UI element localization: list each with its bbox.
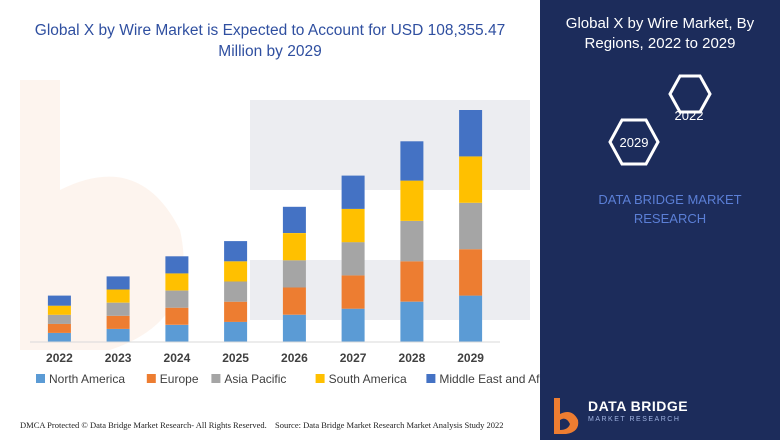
company-name: DATA BRIDGE MARKET RESEARCH [580, 190, 760, 228]
bar-segment-2029-2 [459, 202, 483, 250]
bar-segment-2029-3 [459, 156, 483, 203]
bar-segment-2026-1 [282, 287, 306, 315]
bar-segment-2024-1 [165, 307, 189, 325]
x-tick-label: 2022 [46, 351, 73, 365]
legend-swatch [146, 374, 156, 383]
hexagon-2029-icon [608, 118, 660, 166]
panel-title: Global X by Wire Market, By Regions, 202… [550, 14, 770, 54]
chart-title: Global X by Wire Market is Expected to A… [20, 20, 520, 62]
bar-segment-2026-0 [282, 314, 306, 342]
bar-segment-2028-0 [400, 301, 424, 342]
hex-start-year: 2022 [675, 108, 704, 123]
hex-end-year: 2029 [620, 135, 649, 150]
panel-title-line1: Global X by Wire Market, By [565, 15, 755, 32]
legend-label: Asia Pacific [224, 372, 286, 386]
bar-segment-2029-1 [459, 249, 483, 296]
brand-logo: DATA BRIDGE MARKET RESEARCH [548, 392, 780, 440]
bar-segment-2029-0 [459, 295, 483, 342]
bar-segment-2022-2 [47, 314, 71, 324]
legend-label: South America [329, 372, 407, 386]
copyright-footer: DMCA Protected © Data Bridge Market Rese… [20, 420, 267, 430]
x-tick-label: 2027 [340, 351, 367, 365]
bar-segment-2028-3 [400, 180, 424, 221]
panel-title-line2: Regions, 2022 to 2029 [584, 35, 736, 52]
brand-name: DATA BRIDGE [588, 398, 689, 414]
bar-segment-2026-3 [282, 233, 306, 261]
bar-segment-2028-2 [400, 221, 424, 262]
bar-segment-2023-1 [106, 315, 130, 329]
bar-segment-2024-4 [165, 256, 189, 274]
bar-segment-2028-4 [400, 141, 424, 181]
hexagon-2022-icon [668, 74, 712, 114]
bar-segment-2027-0 [341, 308, 365, 342]
x-tick-label: 2029 [457, 351, 484, 365]
hexagon-badges: 2022 2029 [608, 74, 712, 166]
bar-segment-2025-3 [224, 261, 248, 282]
legend-swatch [426, 374, 436, 383]
bar-segment-2029-4 [459, 110, 483, 157]
legend-label: North America [49, 372, 125, 386]
x-tick-label: 2023 [105, 351, 132, 365]
bar-segment-2023-4 [106, 276, 130, 290]
x-tick-label: 2028 [399, 351, 426, 365]
x-tick-label: 2024 [164, 351, 191, 365]
bar-segment-2027-4 [341, 175, 365, 209]
legend-label: Middle East and Africa [439, 372, 540, 386]
legend-swatch [36, 374, 45, 383]
source-footer: Source: Data Bridge Market Research Mark… [275, 420, 504, 430]
bar-segment-2023-3 [106, 289, 130, 303]
bar-segment-2028-1 [400, 261, 424, 302]
bar-segment-2024-0 [165, 324, 189, 342]
right-panel: Global X by Wire Market, By Regions, 202… [540, 0, 780, 440]
bar-segment-2025-4 [224, 241, 248, 262]
stacked-bar-chart: 2022 2023 2024 2025 2026 2027 2028 2029 North A… [30, 110, 540, 386]
chart-title-line1: Global X by Wire Market is Expected to A… [34, 22, 506, 39]
bar-segment-2023-2 [106, 302, 130, 316]
legend-swatch [211, 374, 221, 383]
bars-group [47, 110, 483, 342]
bar-segment-2022-3 [47, 305, 71, 315]
bar-segment-2024-3 [165, 273, 189, 291]
x-tick-label: 2025 [222, 351, 249, 365]
bar-segment-2023-0 [106, 328, 130, 342]
company-name-line1: DATA BRIDGE MARKET [598, 192, 742, 207]
brand-subtitle: MARKET RESEARCH [588, 416, 681, 423]
bar-segment-2022-1 [47, 323, 71, 333]
bar-segment-2027-3 [341, 208, 365, 243]
bar-segment-2025-0 [224, 321, 248, 342]
company-name-line2: RESEARCH [633, 211, 707, 226]
bar-segment-2022-0 [47, 332, 71, 342]
bar-segment-2022-4 [47, 295, 71, 306]
x-tick-label: 2026 [281, 351, 308, 365]
bar-segment-2025-2 [224, 281, 248, 302]
legend-swatch [315, 374, 325, 383]
legend: North America Europe Asia Pacific South Ame… [36, 372, 540, 386]
brand-mark-icon [554, 398, 579, 434]
bar-segment-2025-1 [224, 301, 248, 322]
legend-label: Europe [160, 372, 199, 386]
x-tick-labels: 2022 2023 2024 2025 2026 2027 2028 2029 [46, 351, 484, 365]
bar-segment-2026-4 [282, 206, 306, 233]
bar-segment-2026-2 [282, 260, 306, 288]
bar-segment-2027-1 [341, 275, 365, 309]
bar-segment-2027-2 [341, 242, 365, 276]
chart-title-line2: Million by 2029 [218, 43, 322, 60]
bar-segment-2024-2 [165, 290, 189, 308]
